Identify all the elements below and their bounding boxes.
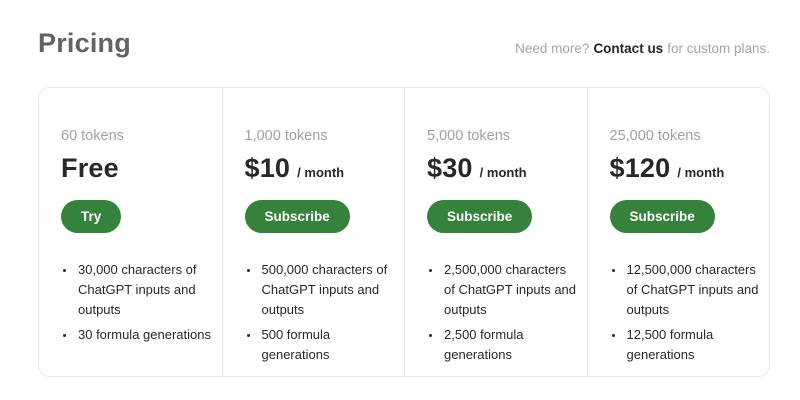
plan-price: $120 <box>609 153 671 184</box>
feature-item: 500 formula generations <box>260 325 395 365</box>
plan-period: / month <box>479 165 527 181</box>
plan-card-5000: 5,000 tokens $30 / month Subscribe 2,500… <box>404 88 587 377</box>
feature-list: 2,500,000 characters of ChatGPT inputs a… <box>427 260 577 365</box>
feature-list: 30,000 characters of ChatGPT inputs and … <box>61 260 212 345</box>
subscribe-button[interactable]: Subscribe <box>609 200 715 234</box>
pricing-cards: 60 tokens Free Try 30,000 characters of … <box>38 87 770 378</box>
custom-plans-prefix: Need more? <box>515 41 590 57</box>
plan-card-25000: 25,000 tokens $120 / month Subscribe 12,… <box>586 88 770 377</box>
feature-item: 2,500 formula generations <box>442 325 577 365</box>
feature-item: 30,000 characters of ChatGPT inputs and … <box>76 260 212 320</box>
feature-item: 12,500 formula generations <box>625 325 760 365</box>
plan-card-free: 60 tokens Free Try 30,000 characters of … <box>39 88 222 376</box>
plan-price: $30 <box>427 153 473 184</box>
plan-tokens-label: 1,000 tokens <box>244 128 328 145</box>
page-title: Pricing <box>38 28 131 58</box>
feature-item: 2,500,000 characters of ChatGPT inputs a… <box>442 260 577 320</box>
custom-plans-note: Need more? Contact us for custom plans. <box>515 41 770 59</box>
contact-us-link[interactable]: Contact us <box>593 41 664 57</box>
feature-item: 30 formula generations <box>76 325 212 345</box>
subscribe-button[interactable]: Subscribe <box>244 200 350 234</box>
plan-price-row: $30 / month <box>427 153 577 183</box>
plan-price-row: Free <box>61 153 212 183</box>
feature-item: 12,500,000 characters of ChatGPT inputs … <box>625 260 760 320</box>
feature-list: 12,500,000 characters of ChatGPT inputs … <box>610 260 760 365</box>
feature-list: 500,000 characters of ChatGPT inputs and… <box>245 260 395 365</box>
plan-price: $10 <box>244 153 291 184</box>
plan-tokens-label: 5,000 tokens <box>427 128 511 145</box>
plan-price-row: $10 / month <box>245 153 395 183</box>
plan-price-row: $120 / month <box>610 153 760 183</box>
plan-price: Free <box>61 153 119 184</box>
try-button[interactable]: Try <box>61 200 122 234</box>
plan-tokens-label: 25,000 tokens <box>609 128 701 145</box>
plan-tokens-label: 60 tokens <box>61 128 124 145</box>
plan-card-1000: 1,000 tokens $10 / month Subscribe 500,0… <box>221 88 405 377</box>
plan-period: / month <box>677 165 725 181</box>
plan-period: / month <box>297 165 345 181</box>
custom-plans-suffix: for custom plans. <box>667 41 770 57</box>
feature-item: 500,000 characters of ChatGPT inputs and… <box>260 260 395 320</box>
page-header: Pricing Need more? Contact us for custom p… <box>0 0 800 59</box>
subscribe-button[interactable]: Subscribe <box>427 200 533 234</box>
